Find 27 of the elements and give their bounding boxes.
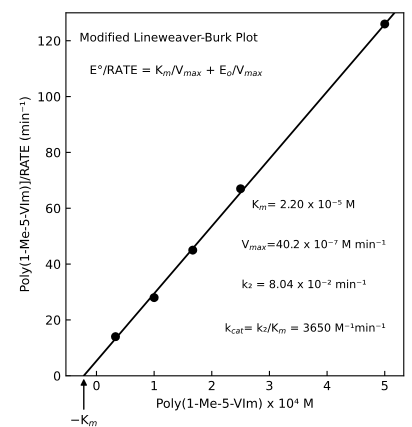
point bbox=[188, 246, 198, 255]
annotation: k₂ = 8.04 x 10⁻² min⁻¹ bbox=[242, 280, 366, 288]
x-tick-label: 1 bbox=[152, 381, 157, 390]
annotation: E°/RATE = K$_{m}$/V$_{max}$ + E$_{o}$/V$_{max}$ bbox=[90, 65, 262, 76]
x-tick-label: 3 bbox=[266, 380, 272, 390]
x-tick-label: 0 bbox=[93, 380, 100, 390]
y-axis-title: Poly(1-Me-5-VIm)]/RATE (min⁻¹) bbox=[20, 97, 32, 292]
y-tick-label: 40 bbox=[46, 260, 60, 270]
y-tick-label: 80 bbox=[46, 148, 60, 158]
x-tick-label: 2 bbox=[208, 380, 215, 390]
x-tick-label: 4 bbox=[324, 381, 330, 390]
annotation: k$_{cat}$= k₂/K$_{m}$ = 3650 M⁻¹min⁻¹ bbox=[226, 323, 386, 334]
point bbox=[150, 293, 159, 302]
point bbox=[111, 332, 120, 342]
y-tick-label: 0 bbox=[54, 371, 60, 381]
x-axis-title: Poly(1-Me-5-VIm) x 10⁴ M bbox=[157, 398, 313, 410]
x-tick-label: 5 bbox=[382, 381, 388, 390]
annotation: K$_{m}$= 2.20 x 10⁻⁵ M bbox=[252, 200, 354, 210]
point bbox=[236, 184, 246, 194]
point bbox=[380, 19, 390, 28]
y-tick-label: 100 bbox=[38, 92, 60, 102]
annotation: Modified Lineweaver-Burk Plot bbox=[80, 32, 258, 42]
annotation: V$_{max}$=40.2 x 10⁻⁷ M min⁻¹ bbox=[242, 240, 386, 250]
y-tick-label: 60 bbox=[46, 204, 60, 214]
annotation: −K$_{m}$ bbox=[71, 415, 97, 426]
y-tick-label: 20 bbox=[46, 315, 60, 325]
y-tick-label: 120 bbox=[38, 36, 60, 46]
